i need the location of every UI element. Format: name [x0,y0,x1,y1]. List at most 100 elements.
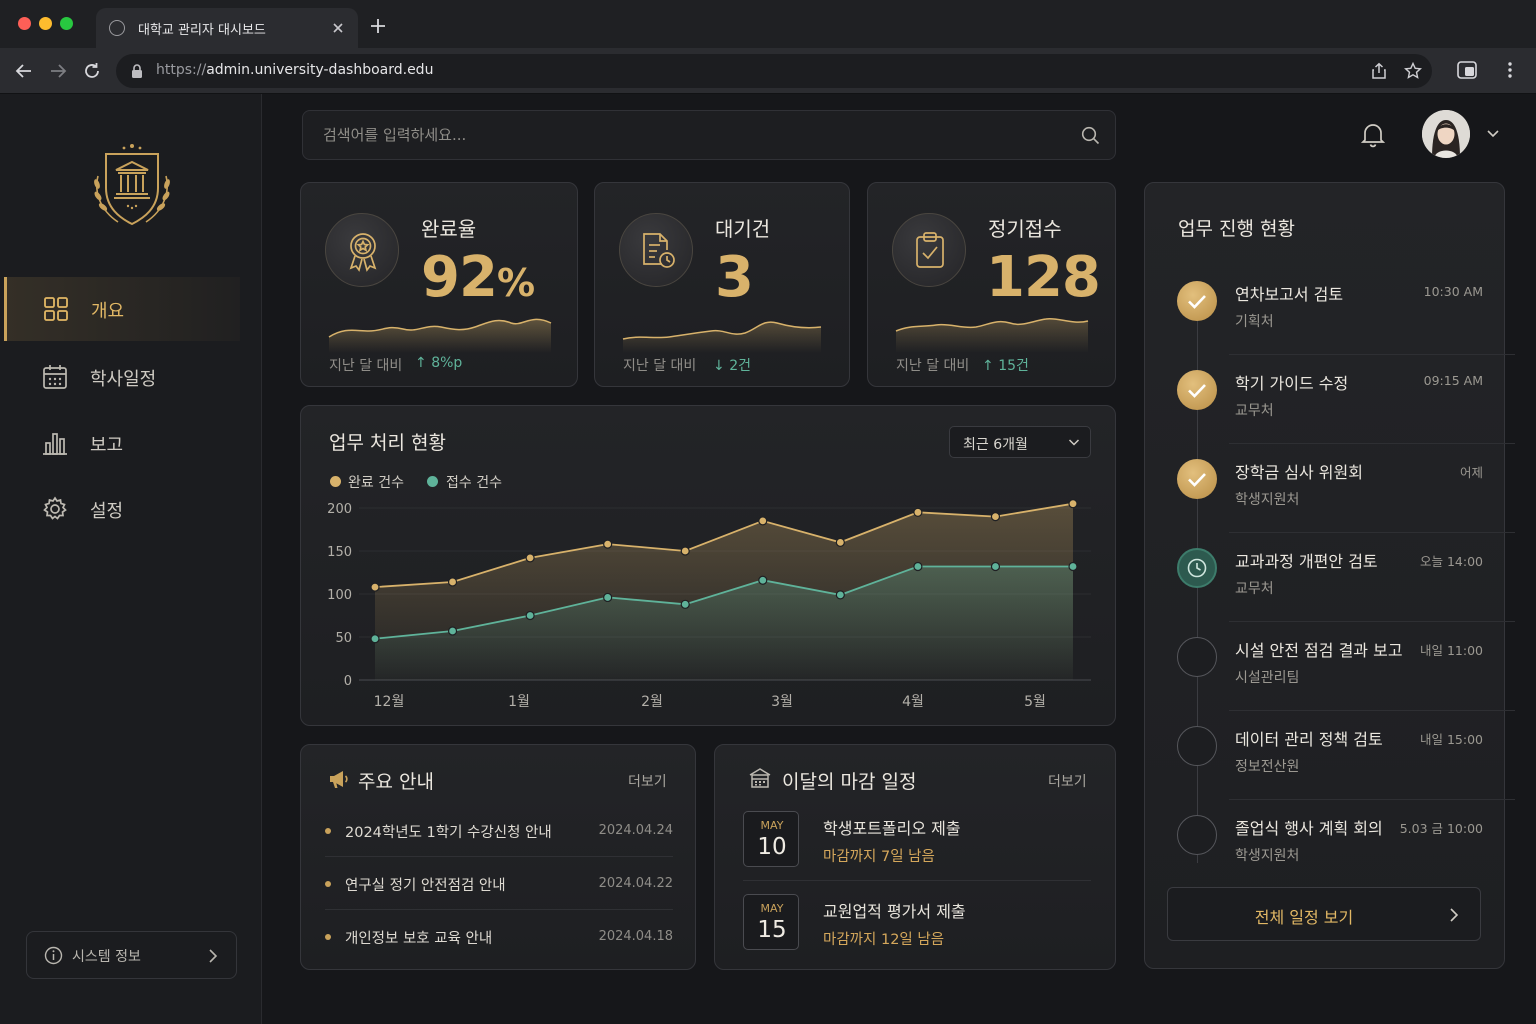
sidebar-item-label: 개요 [91,301,125,322]
notification-bell-icon[interactable] [1361,121,1385,148]
divider [1229,799,1515,800]
search-bar [302,110,1116,160]
close-tab-icon[interactable] [328,18,348,38]
data-point [447,577,458,587]
sidebar-item-reports[interactable]: 보고 [4,411,240,475]
chevron-right-icon [1450,908,1459,922]
timeline-item-time: 오늘 14:00 [1420,554,1483,569]
timeline-item[interactable]: 학기 가이드 수정 교무처 09:15 AM [1177,362,1515,451]
kpi-card-regular-intake: 정기접수 128 지난 달 대비 ↑ 15건 [867,182,1116,387]
browser-tab[interactable]: 대학교 관리자 대시보드 [96,8,358,48]
browser-titlebar: 대학교 관리자 대시보드 [0,0,1536,48]
deadline-item[interactable]: MAY 10 학생포트폴리오 제출 마감까지 7일 남음 [743,811,1091,891]
divider [1229,443,1515,444]
bullet-dot [325,828,331,834]
deadline-title: 교원업적 평가서 제출 [823,902,966,921]
date-month: MAY [760,819,784,832]
profile-window-icon[interactable] [1457,61,1477,79]
date-month: MAY [760,902,784,915]
data-point [370,634,380,644]
date-badge: MAY 10 [743,811,799,867]
timeline-item-time: 어제 [1459,465,1483,480]
deadline-item[interactable]: MAY 15 교원업적 평가서 제출 마감까지 12일 남음 [743,894,1091,974]
timeline-item-title: 장학금 심사 위원회 [1235,463,1363,482]
notice-item[interactable]: 2024학년도 1학기 수강신청 안내 2024.04.24 [325,805,673,857]
notices-title: 주요 안내 [358,771,434,793]
timeline-item[interactable]: 시설 안전 점검 결과 보고 시설관리팀 내일 11:00 [1177,629,1515,718]
minimize-window-button[interactable] [39,17,52,30]
divider [1229,354,1515,355]
divider [1229,621,1515,622]
progress-title: 업무 진행 현황 [1178,218,1295,240]
sidebar-item-overview[interactable]: 개요 [4,277,240,341]
notice-title: 연구실 정기 안전점검 안내 [345,878,506,894]
date-day: 15 [757,917,787,943]
timeline-item-department: 정보전산원 [1235,759,1300,775]
document-clock-icon [643,233,675,268]
timeline-item-title: 연차보고서 검토 [1235,285,1344,304]
work-line-chart: 0 50 100 150 200 12월 1월 2월 3월 4월 5월 [327,499,1091,710]
timeline-item-department: 학생지원처 [1235,848,1300,864]
sidebar-item-settings[interactable]: 설정 [4,477,240,541]
notice-item[interactable]: 연구실 정기 안전점검 안내 2024.04.22 [325,858,673,910]
kpi-badge [619,213,693,287]
notices-more-link[interactable]: 더보기 [628,774,667,790]
sidebar-item-label: 보고 [90,435,124,456]
search-icon[interactable] [1081,126,1100,145]
timeline-item-time: 09:15 AM [1423,373,1483,388]
kpi-footer: 지난 달 대비 [623,358,697,374]
deadlines-card: 이달의 마감 일정 더보기 MAY 10 학생포트폴리오 제출 마감까지 7일 … [714,744,1116,970]
kpi-footer: 지난 달 대비 [329,358,403,374]
deadline-remaining: 마감까지 7일 남음 [823,849,935,865]
sidebar-item-label: 학사일정 [90,369,157,390]
share-icon[interactable] [1370,62,1388,80]
kpi-delta: ↑ 15건 [982,358,1029,374]
legend-marker-received [427,476,438,487]
address-bar[interactable]: https://admin.university-dashboard.edu [116,54,1432,88]
y-tick-label: 100 [327,588,352,603]
check-circle-icon [1177,281,1217,321]
close-window-button[interactable] [18,17,31,30]
check-circle-icon [1177,459,1217,499]
reload-icon[interactable] [81,60,103,82]
series-line [374,502,1074,588]
notice-item[interactable]: 개인정보 보호 교육 안내 2024.04.18 [325,911,673,963]
user-avatar[interactable] [1422,110,1470,158]
system-info-button[interactable]: 시스템 정보 [26,931,237,979]
timeline-item-title: 졸업식 행사 계획 회의 [1235,819,1383,838]
data-point [758,575,768,585]
timeline-item-time: 내일 15:00 [1420,732,1483,747]
timeline-item[interactable]: 장학금 심사 위원회 학생지원처 어제 [1177,451,1515,540]
data-point [603,539,613,549]
data-point [990,511,1001,522]
data-point [990,561,1001,572]
forward-arrow-icon[interactable] [47,60,69,82]
period-select[interactable]: 최근 6개월 [949,426,1091,458]
date-badge: MAY 15 [743,894,799,950]
timeline-item[interactable]: 연차보고서 검토 기획처 10:30 AM [1177,273,1515,362]
more-options-icon[interactable] [1505,60,1515,80]
work-progress-card: 업무 진행 현황 연차보고서 검토 기획처 10:30 AM 학기 가이드 수정 교무처… [1144,182,1515,969]
view-all-schedule-button[interactable]: 전체 일정 보기 [1167,887,1481,941]
maximize-window-button[interactable] [60,17,73,30]
timeline-item-time: 5.03 금 10:00 [1399,821,1483,836]
legend-label-received: 접수 건수 [446,475,502,491]
deadlines-more-link[interactable]: 더보기 [1048,774,1087,790]
x-tick-label: 12월 [374,694,405,710]
chevron-down-icon[interactable] [1486,129,1500,139]
empty-circle-icon [1177,815,1217,855]
check-circle-icon [1177,370,1217,410]
bookmark-star-icon[interactable] [1404,62,1422,80]
kpi-title: 대기건 [715,217,771,241]
timeline-item-title: 교과과정 개편안 검토 [1235,552,1378,571]
timeline-item[interactable]: 교과과정 개편안 검토 교무처 오늘 14:00 [1177,540,1515,629]
timeline-item[interactable]: 데이터 관리 정책 검토 정보전산원 내일 15:00 [1177,718,1515,807]
kpi-value: 3 [715,245,754,310]
series-area [375,566,1073,680]
back-arrow-icon[interactable] [13,60,35,82]
search-input[interactable] [323,111,1063,159]
new-tab-icon[interactable] [366,14,390,38]
sidebar-item-academic-calendar[interactable]: 학사일정 [4,345,240,409]
x-tick-label: 2월 [641,694,663,710]
